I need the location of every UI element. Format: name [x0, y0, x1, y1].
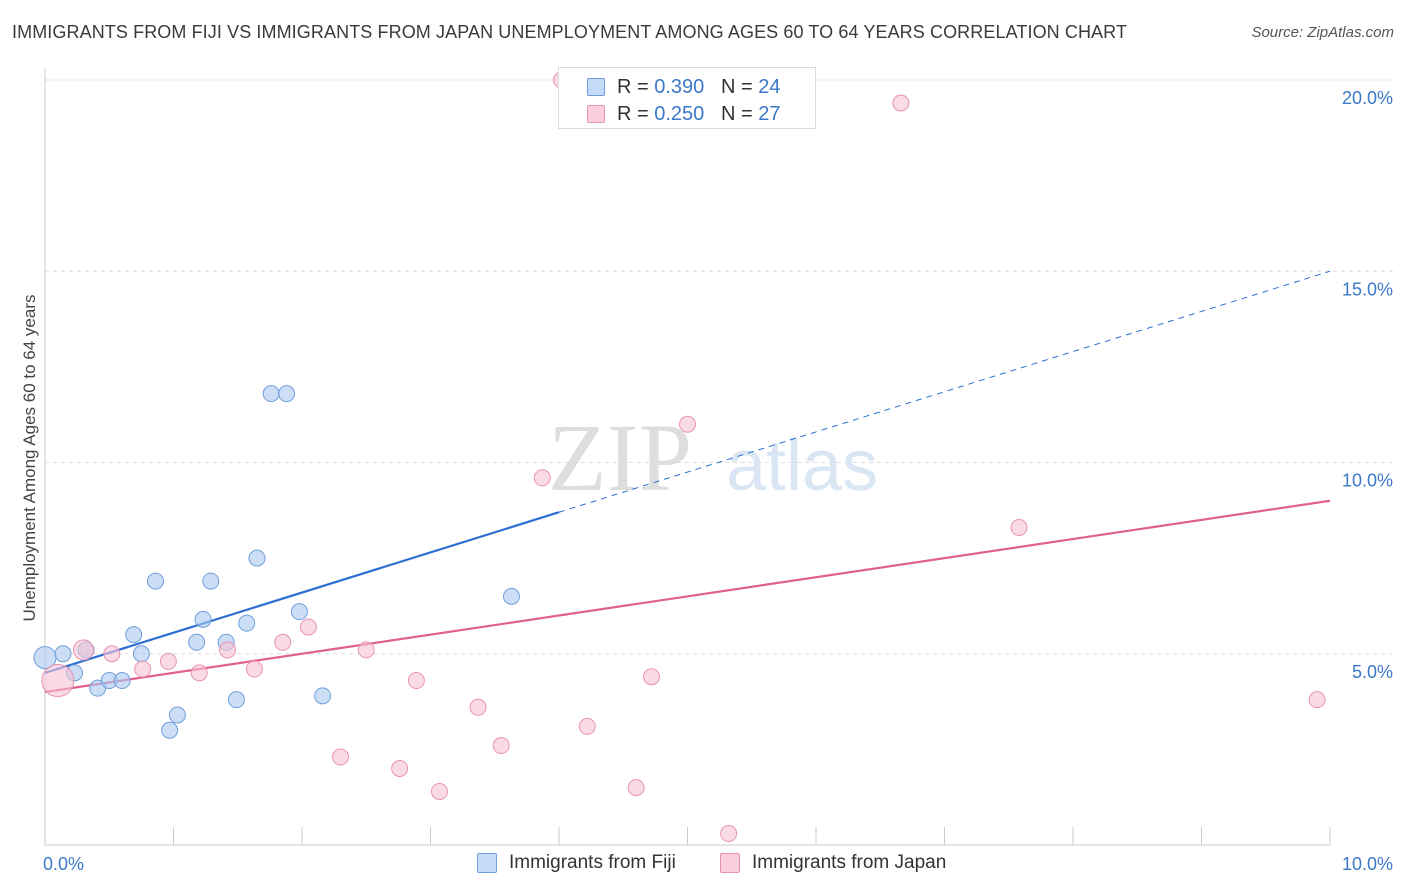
japan-n-value: 27	[758, 103, 781, 125]
series-legend-fiji-label: Immigrants from Fiji	[509, 852, 676, 873]
fiji-point	[132, 645, 150, 663]
fiji-point	[314, 687, 332, 705]
fiji-swatch	[587, 78, 605, 96]
japan-swatch	[587, 105, 605, 123]
japan-point	[627, 779, 645, 797]
fiji-point	[238, 614, 256, 632]
fiji-point	[278, 385, 296, 403]
japan-point	[103, 645, 121, 663]
fiji-point	[262, 385, 280, 403]
japan-point	[134, 660, 152, 678]
fiji-point	[290, 603, 308, 621]
tick-labels: 5.0% 10.0% 15.0% 20.0% 0.0% 10.0%	[43, 88, 1393, 874]
watermark-atlas: atlas	[726, 426, 878, 506]
source-label: Source: ZipAtlas.com	[1251, 24, 1394, 41]
x-tick-label-min: 0.0%	[43, 854, 84, 874]
fiji-point	[168, 706, 186, 724]
trend-lines	[44, 270, 1331, 694]
japan-point	[190, 664, 208, 682]
series-legend-fiji-swatch	[477, 853, 497, 873]
y-tick-label: 15.0%	[1342, 279, 1393, 299]
japan-point	[430, 782, 448, 800]
fiji-point	[161, 721, 179, 739]
japan-point	[469, 698, 487, 716]
fiji-point	[202, 572, 220, 590]
fiji-point	[248, 549, 266, 567]
y-tick-label: 5.0%	[1352, 662, 1393, 682]
fiji-point	[125, 626, 143, 644]
japan-point	[643, 668, 661, 686]
japan-point	[720, 825, 738, 843]
series-legend-japan-swatch	[720, 853, 740, 873]
y-tick-label: 10.0%	[1342, 471, 1393, 491]
japan-r-value: 0.250	[654, 103, 705, 125]
fiji-n-label: N =	[720, 76, 759, 98]
japan-point	[332, 748, 350, 766]
fiji-n-value: 24	[758, 76, 781, 98]
japan-point	[1010, 519, 1028, 537]
japan-n-label: N =	[720, 103, 759, 125]
axes	[44, 68, 1331, 846]
japan-point	[578, 717, 596, 735]
japan-point	[274, 633, 292, 651]
fiji-point	[54, 645, 72, 663]
legend-text-fiji: R = 0.390 N = 24	[617, 76, 780, 99]
japan-point	[245, 660, 263, 678]
fiji-r-value: 0.390	[654, 76, 705, 98]
x-tick-label-max: 10.0%	[1342, 854, 1393, 874]
fiji-trend-extension	[558, 270, 1331, 513]
japan-point	[391, 760, 409, 777]
japan-r-label: R =	[617, 103, 655, 125]
japan-point	[892, 94, 910, 112]
series-legend-japan-label: Immigrants from Japan	[752, 852, 947, 873]
japan-point	[533, 469, 551, 487]
japan-point	[492, 737, 510, 755]
japan-point	[357, 641, 375, 659]
japan-point	[73, 639, 95, 661]
fiji-point	[194, 610, 212, 628]
japan-point	[1308, 691, 1326, 709]
fiji-point	[113, 672, 131, 690]
watermark-zip: ZIP	[548, 404, 692, 511]
japan-point	[407, 672, 425, 690]
japan-point	[679, 415, 696, 433]
correlation-legend: R = 0.390 N = 24 R = 0.250 N = 27	[558, 67, 816, 129]
legend-text-japan: R = 0.250 N = 27	[617, 103, 780, 126]
watermark: ZIP atlas	[548, 404, 878, 511]
fiji-point	[502, 587, 520, 605]
japan-point	[299, 618, 317, 636]
fiji-trend-line	[44, 511, 560, 674]
y-axis-title: Unemployment Among Ages 60 to 64 years	[20, 294, 39, 622]
japan-point	[41, 664, 75, 698]
fiji-point	[227, 691, 245, 709]
y-tick-label: 20.0%	[1342, 88, 1393, 108]
fiji-point	[147, 572, 165, 590]
gridlines	[45, 79, 1395, 655]
fiji-r-label: R =	[617, 76, 655, 98]
japan-point	[218, 641, 236, 659]
fiji-point	[188, 633, 206, 651]
japan-point	[159, 652, 177, 670]
japan-trend-line	[44, 499, 1331, 694]
chart-title: IMMIGRANTS FROM FIJI VS IMMIGRANTS FROM …	[12, 22, 1128, 42]
